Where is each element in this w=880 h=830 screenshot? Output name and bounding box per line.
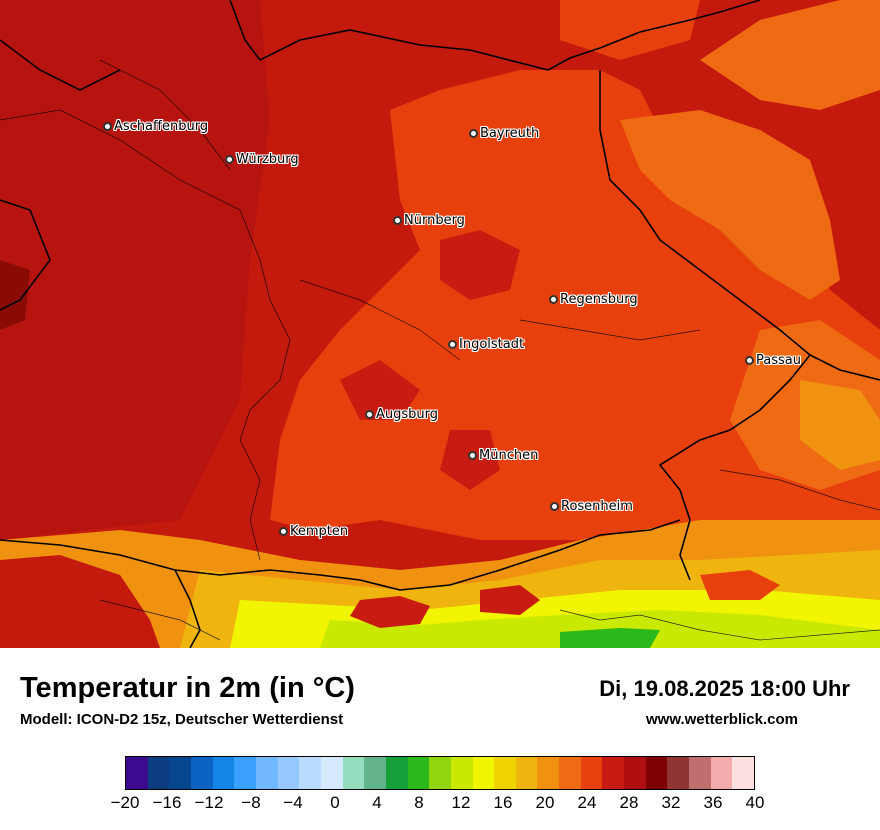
city-label: Aschaffenburg xyxy=(114,119,209,134)
city-marker-regensburg: Regensburg xyxy=(549,292,638,307)
color-scale-swatch xyxy=(320,757,343,789)
city-dot-icon xyxy=(103,122,112,131)
color-scale-swatch xyxy=(494,757,516,789)
color-scale-swatch xyxy=(234,757,256,789)
color-scale-swatch xyxy=(472,757,495,789)
city-dot-icon xyxy=(393,216,402,225)
city-dot-icon xyxy=(279,527,288,536)
color-scale-swatch xyxy=(645,757,668,789)
color-scale-swatch xyxy=(602,757,625,789)
city-dot-icon xyxy=(745,356,754,365)
city-marker-aschaffenburg: Aschaffenburg xyxy=(103,119,208,134)
color-scale-swatch xyxy=(342,757,365,789)
color-scale-swatch xyxy=(515,757,538,789)
city-marker-nuernberg: Nürnberg xyxy=(393,213,465,228)
color-scale-tick-label: 36 xyxy=(703,793,723,812)
color-scale-tick-label: −16 xyxy=(152,793,182,812)
city-label: Augsburg xyxy=(376,407,439,422)
color-scale-swatch xyxy=(429,757,451,789)
city-marker-augsburg: Augsburg xyxy=(365,407,438,422)
city-marker-kempten: Kempten xyxy=(279,524,348,539)
map-title: Temperatur in 2m (in °C) xyxy=(20,672,355,704)
color-scale-swatch xyxy=(732,757,755,789)
color-scale-tick-label: 24 xyxy=(577,793,597,812)
color-scale-swatch xyxy=(537,757,560,789)
color-scale-swatch xyxy=(212,757,235,789)
color-scale-swatch xyxy=(169,757,191,789)
color-scale-swatch xyxy=(190,757,213,789)
color-scale-swatch xyxy=(710,757,733,789)
color-scale-swatch xyxy=(364,757,386,789)
website-link[interactable]: www.wetterblick.com xyxy=(646,711,798,728)
city-dot-icon xyxy=(448,340,457,349)
color-scale-swatch xyxy=(407,757,430,789)
color-scale-swatch xyxy=(299,757,321,789)
color-scale-tick-label: −4 xyxy=(283,793,303,812)
city-label: Passau xyxy=(756,353,801,368)
color-scale-tick-label: 28 xyxy=(619,793,639,812)
color-scale-tick-label: 32 xyxy=(661,793,681,812)
color-scale-tick-label: 0 xyxy=(330,793,340,812)
city-dot-icon xyxy=(225,155,234,164)
color-scale-tick-label: 12 xyxy=(451,793,471,812)
temperature-map: Aschaffenburg Würzburg Bayreuth Nürnberg… xyxy=(0,0,880,648)
city-dot-icon xyxy=(550,502,559,511)
color-scale-tick-label: −20 xyxy=(110,793,140,812)
color-scale-swatch xyxy=(624,757,646,789)
city-marker-bayreuth: Bayreuth xyxy=(469,126,539,141)
color-scale-swatch xyxy=(255,757,278,789)
city-label: Ingolstadt xyxy=(459,337,525,352)
map-footer: Temperatur in 2m (in °C) Modell: ICON-D2… xyxy=(0,648,880,830)
color-scale-swatch xyxy=(277,757,300,789)
city-marker-rosenheim: Rosenheim xyxy=(550,499,633,514)
city-label: Rosenheim xyxy=(561,499,633,514)
city-marker-ingolstadt: Ingolstadt xyxy=(448,337,524,352)
city-marker-passau: Passau xyxy=(745,353,801,368)
color-scale-tick-label: −12 xyxy=(194,793,224,812)
city-dot-icon xyxy=(468,451,477,460)
city-label: Bayreuth xyxy=(480,126,540,141)
color-scale-swatch xyxy=(689,757,711,789)
city-dot-icon xyxy=(549,295,558,304)
color-scale-tick-label: 40 xyxy=(745,793,765,812)
color-scale-swatch xyxy=(126,757,148,789)
model-source: Modell: ICON-D2 15z, Deutscher Wetterdie… xyxy=(20,711,344,728)
color-scale-tick-label: 20 xyxy=(535,793,555,812)
color-scale-ticks: −20 −16 −12 −8 −4 0 4 8 12 16 20 24 28 32 36 40 xyxy=(0,793,880,813)
color-scale-tick-label: 16 xyxy=(493,793,513,812)
temperature-field xyxy=(0,0,880,648)
city-marker-muenchen: München xyxy=(468,448,538,463)
city-marker-wuerzburg: Würzburg xyxy=(225,152,299,167)
city-label: Regensburg xyxy=(560,292,638,307)
color-scale-swatch xyxy=(559,757,581,789)
color-scale-tick-label: 8 xyxy=(414,793,424,812)
city-dot-icon xyxy=(469,129,478,138)
color-scale-swatch xyxy=(147,757,170,789)
color-scale-swatch xyxy=(580,757,603,789)
color-scale-swatch xyxy=(667,757,690,789)
city-label: München xyxy=(479,448,539,463)
color-scale-tick-label: 4 xyxy=(372,793,382,812)
city-label: Kempten xyxy=(290,524,349,539)
color-scale-tick-label: −8 xyxy=(241,793,261,812)
temperature-color-scale xyxy=(125,756,755,790)
color-scale-swatch xyxy=(450,757,473,789)
city-label: Würzburg xyxy=(236,152,299,167)
color-scale-swatch xyxy=(385,757,408,789)
city-label: Nürnberg xyxy=(404,213,465,228)
forecast-datetime: Di, 19.08.2025 18:00 Uhr xyxy=(599,676,850,701)
city-dot-icon xyxy=(365,410,374,419)
